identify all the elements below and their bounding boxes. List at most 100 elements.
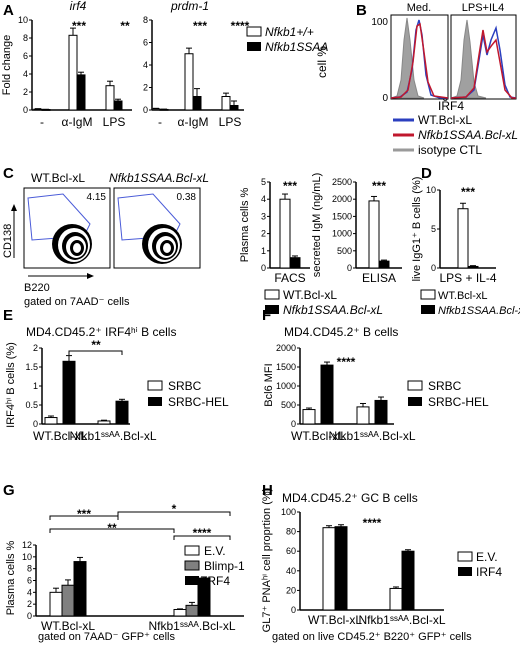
y-tick-label: 12 xyxy=(22,540,32,550)
significance-brackets-g xyxy=(49,511,231,540)
legend-swatch-filled xyxy=(265,305,279,314)
bar-e-v- xyxy=(389,587,403,611)
chart-title: MD4.CD45.2⁺ GC B cells xyxy=(282,491,418,505)
y-tick-label: 1.5 xyxy=(25,362,38,372)
category-label: Nfkb1ˢˢᴬᴬ.Bcl-xL xyxy=(69,429,156,443)
y-tick-label: 0 xyxy=(143,105,148,115)
panel-label-e: E xyxy=(3,307,13,324)
bar-wt-bcl-xl xyxy=(368,200,380,269)
bar-nfkb1- xyxy=(68,34,78,111)
bar-irf4 xyxy=(73,561,87,617)
y-tick-label: 100 xyxy=(281,507,296,517)
tick-b-0: 0 xyxy=(382,93,388,104)
legend-swatch-open xyxy=(420,289,436,300)
significance-stars: * xyxy=(172,502,177,516)
panel-label-g: G xyxy=(3,482,15,499)
bracket-g-ev-wt-ssaa xyxy=(49,528,175,533)
significance-stars: **** xyxy=(337,355,356,369)
legend-swatch-filled xyxy=(148,397,162,406)
bar-blimp-1 xyxy=(61,584,75,617)
legend-swatch-filled xyxy=(185,576,199,585)
panel-c-flow: WT.Bcl-xL Nfkb1SSAA.Bcl-xL 4.15 0.38 CD1… xyxy=(2,171,209,308)
gate-value-ssaa: 0.38 xyxy=(177,192,197,203)
bar-srbc xyxy=(302,409,316,425)
bar-chart-d: 0 5 10 LPS + IL-4 live IgG1⁺ B cells (%) *** xyxy=(411,177,497,285)
significance-stars: *** xyxy=(72,19,86,33)
significance-stars: ** xyxy=(91,338,101,352)
bar-srbc-hel xyxy=(62,360,76,425)
bar-wt-bcl-xl xyxy=(457,208,469,269)
tick-b-100: 100 xyxy=(371,17,388,28)
panel-label-h: H xyxy=(262,482,273,499)
y-tick-label: 1500 xyxy=(332,211,352,221)
bar-srbc-hel xyxy=(320,364,334,425)
legend-swatch-filled xyxy=(247,42,261,51)
y-tick-label: 2 xyxy=(23,87,28,97)
bar-nfkb1ssaa-bcl-xl xyxy=(467,265,479,269)
y-tick-label: 1 xyxy=(33,381,38,391)
category-label: WT.Bcl-xL xyxy=(291,429,345,443)
legend-c-wt: WT.Bcl-xL xyxy=(283,288,337,302)
significance-stars: *** xyxy=(283,179,297,193)
y-tick-label: 6 xyxy=(143,38,148,48)
category-label: Nfkb1ˢˢᴬᴬ.Bcl-xL xyxy=(148,619,235,633)
bar-srbc xyxy=(44,417,58,425)
category-label: - xyxy=(40,115,44,129)
bar-nfkb1- xyxy=(33,108,43,111)
y-tick-label: 2 xyxy=(27,599,32,609)
panel-b-histograms: cell % 0 100 0 Med. LPS+IL4 IRF4 WT.Bcl-… xyxy=(315,2,518,157)
legend-g: E.V. Blimp-1 IRF4 xyxy=(184,544,245,588)
gate-wt xyxy=(27,193,91,241)
legend-e-srbc: SRBC xyxy=(168,379,202,393)
gating-note-h: gated on live CD45.2⁺ B220⁺ GFP⁺ cells xyxy=(272,631,472,643)
significance-stars: *** xyxy=(461,185,475,199)
bar-chart-c1: 0 1 2 3 4 5 FACS Plasma cells % *** xyxy=(239,177,310,285)
legend-swatch-open xyxy=(184,545,200,556)
gate-ssaa xyxy=(117,193,181,241)
y-tick-label: 500 xyxy=(337,246,352,256)
bar-srbc-hel xyxy=(115,400,129,425)
legend-d-wt: WT.Bcl-xL xyxy=(438,290,488,302)
y-tick-label: 10 xyxy=(18,15,28,25)
y-tick-label: 4 xyxy=(143,60,148,70)
gating-note-g: gated on 7AAD⁻ GFP⁺ cells xyxy=(38,631,175,643)
y-tick-label: 3 xyxy=(261,211,266,221)
legend-label-nfkb1-ssaa: Nfkb1SSAA xyxy=(265,40,328,54)
panel-label-b: B xyxy=(356,2,367,19)
y-axis-label: Plasma cells % xyxy=(5,540,17,615)
subpanel-title-med: Med. xyxy=(407,2,431,14)
category-label: WT.Bcl-xL xyxy=(308,613,362,627)
legend-h-irf4: IRF4 xyxy=(476,565,502,579)
y-tick-label: 5 xyxy=(261,177,266,187)
category-label: ELISA xyxy=(362,271,396,285)
y-tick-label: 0.5 xyxy=(25,400,38,410)
y-tick-label: 4 xyxy=(23,69,28,79)
category-label: Nfkb1ˢˢᴬᴬ.Bcl-xL xyxy=(328,429,415,443)
significance-stars: *** xyxy=(193,19,207,33)
y-tick-label: 0 xyxy=(347,263,352,273)
legend-d-ssaa: Nfkb1SSAA.Bcl-xL xyxy=(438,305,520,317)
chart-title: MD4.CD45.2⁺ B cells xyxy=(284,325,398,339)
wt-histogram-lps xyxy=(450,25,517,99)
significance-stars: **** xyxy=(363,516,382,530)
bar-irf4 xyxy=(401,550,415,611)
y-tick-label: 8 xyxy=(27,564,32,574)
category-label: α-IgM xyxy=(178,115,209,129)
category-label: α-IgM xyxy=(62,115,93,129)
chart-title: prdm-1 xyxy=(170,0,209,13)
legend-c: WT.Bcl-xL Nfkb1SSAA.Bcl-xL xyxy=(264,288,383,317)
bar-nfkb1ssaa-bcl-xl xyxy=(378,260,390,269)
legend-h: E.V. IRF4 xyxy=(457,550,502,579)
bar-nfkb1ssaa xyxy=(229,105,239,111)
y-axis-label: GL7⁺ PNAʰⁱ cell proprtion (%) xyxy=(261,488,273,633)
arrowhead-cd138 xyxy=(11,204,17,211)
category-label: LPS xyxy=(219,115,242,129)
legend-swatch-filled xyxy=(421,305,435,314)
bar-chart-g: 0 2 46 8 10 12 WT.Bcl-xL Nfkb1ˢˢᴬᴬ.Bcl-xL Plasma… xyxy=(5,502,244,633)
bar-wt-bcl-xl xyxy=(279,198,291,269)
flow-title-wt: WT.Bcl-xL xyxy=(31,171,85,185)
bar-srbc-hel xyxy=(374,399,388,425)
